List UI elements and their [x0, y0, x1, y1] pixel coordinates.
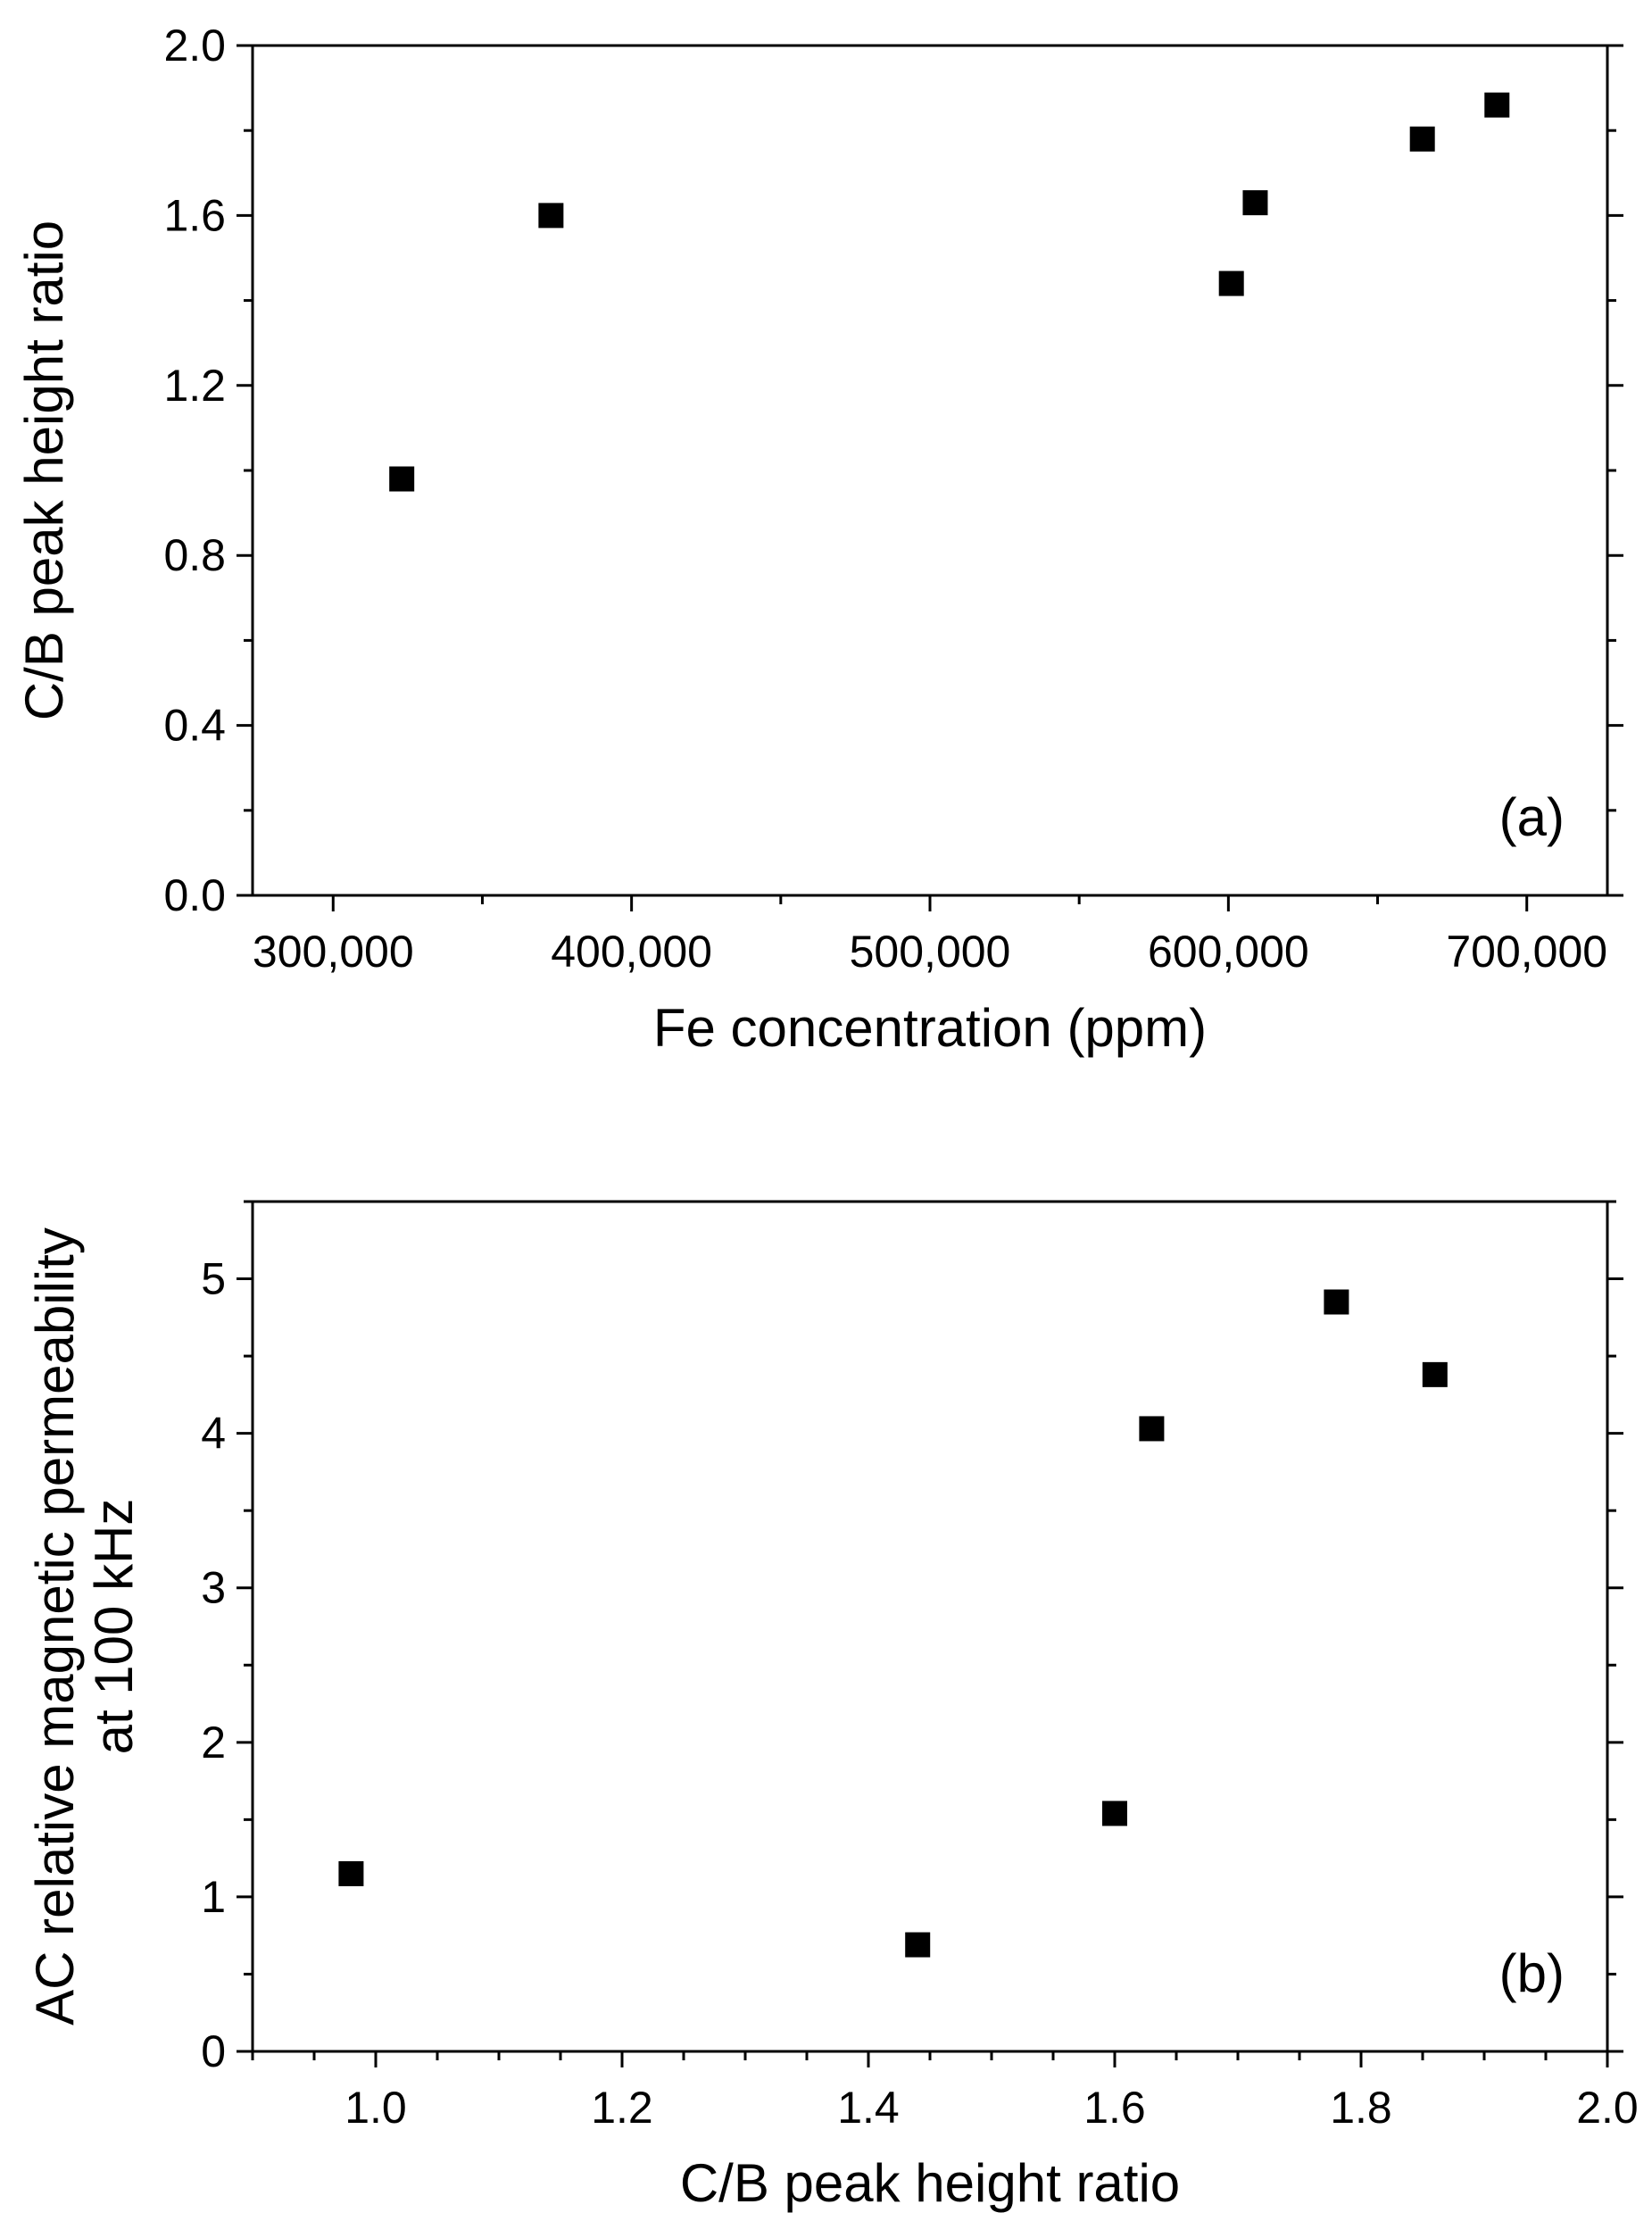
panel-b-x-axis-title: C/B peak height ratio: [680, 2153, 1180, 2213]
panel-b-data-point: [1102, 1801, 1127, 1826]
panel-b-plot-frame: [251, 1200, 1609, 2053]
panel-b-data-point: [905, 1932, 931, 1958]
panel-a-data-point: [538, 203, 564, 229]
panel-b-x-tick-label: 2.0: [1576, 2083, 1639, 2133]
panel-a-data-point: [1242, 190, 1268, 216]
panel-a-plot-frame: [251, 44, 1609, 897]
chart-panel-b: 1.0 1.2 1.4 1.6 1.8 2.0 0 1 2 3 4 5 C/B peak height…: [25, 1200, 1639, 2213]
panel-b-y-tick-label: 4: [201, 1409, 226, 1459]
panel-a-label: (a): [1499, 787, 1565, 847]
panel-b-data-point: [338, 1860, 364, 1886]
panel-a-x-tick-label: 400,000: [551, 927, 712, 977]
panel-b-markers: [338, 1289, 1448, 1958]
panel-b-y-tick-label: 1: [201, 1872, 226, 1922]
panel-b-y-tick-label: 3: [201, 1563, 226, 1613]
panel-b-tick-labels: 1.0 1.2 1.4 1.6 1.8 2.0 0 1 2 3 4 5: [201, 1254, 1639, 2133]
panel-a-data-point: [1218, 270, 1244, 296]
panel-a-x-tick-label: 600,000: [1148, 927, 1309, 977]
panel-b-y-axis-title-line1: AC relative magnetic permeability: [25, 1227, 85, 2026]
panel-a-data-point: [1409, 126, 1435, 152]
panel-a-y-tick-label: 1.2: [163, 361, 226, 411]
panel-a-ticks: [237, 44, 1623, 911]
panel-a-markers: [389, 92, 1510, 492]
panel-b-x-tick-label: 1.4: [837, 2083, 900, 2133]
panel-b-ticks: [237, 1200, 1623, 2067]
panel-a-y-tick-label: 2.0: [163, 21, 226, 71]
panel-a-y-tick-label: 0.0: [163, 870, 226, 920]
panel-a-x-tick-label: 700,000: [1446, 927, 1607, 977]
panel-a-data-point: [1484, 92, 1510, 118]
panel-b-x-tick-label: 1.6: [1083, 2083, 1146, 2133]
panel-a-y-tick-label: 0.8: [163, 530, 226, 580]
panel-b-x-tick-label: 1.8: [1330, 2083, 1392, 2133]
panel-b-x-tick-label: 1.2: [591, 2083, 653, 2133]
panel-b-x-tick-label: 1.0: [345, 2083, 407, 2133]
panel-a-tick-labels: 300,000 400,000 500,000 600,000 700,000 0.0 0.…: [163, 21, 1607, 977]
panel-b-data-point: [1139, 1416, 1165, 1442]
panel-b-y-axis-title-line2: at 100 kHz: [84, 1499, 144, 1755]
panel-b-y-tick-label: 0: [201, 2026, 226, 2076]
panel-a-y-tick-label: 1.6: [163, 190, 226, 240]
panel-b-y-tick-label: 2: [201, 1718, 226, 1768]
panel-b-label: (b): [1499, 1943, 1565, 2003]
panel-a-x-axis-title: Fe concentration (ppm): [653, 998, 1207, 1058]
panel-b-data-point: [1422, 1361, 1448, 1387]
panel-a-x-tick-label: 500,000: [850, 927, 1011, 977]
panel-b-data-point: [1324, 1289, 1349, 1315]
panel-a-x-tick-label: 300,000: [253, 927, 414, 977]
panel-a-y-axis-title: C/B peak height ratio: [14, 220, 74, 720]
chart-panel-a: 300,000 400,000 500,000 600,000 700,000 0.0 0.…: [14, 21, 1623, 1058]
panel-a-data-point: [389, 466, 415, 492]
panel-a-y-tick-label: 0.4: [163, 701, 226, 751]
panel-b-y-tick-label: 5: [201, 1254, 226, 1304]
